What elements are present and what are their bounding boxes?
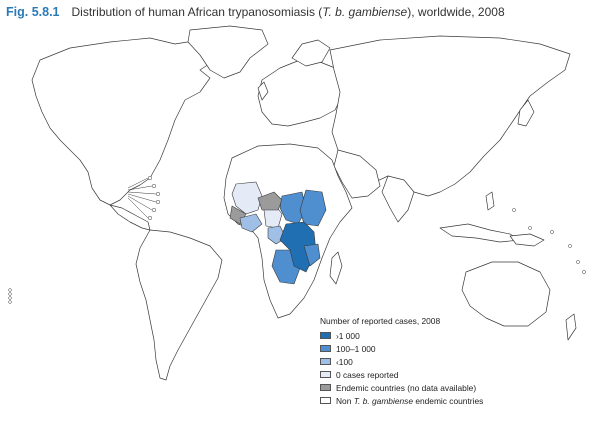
legend-label-part: endemic countries	[413, 395, 484, 406]
legend-item-under-100: ‹100	[320, 355, 483, 368]
uk	[257, 81, 269, 101]
legend-swatch	[320, 358, 331, 365]
legend-label: Non T. b. gambiense endemic countries	[336, 396, 483, 406]
legend-title: Number of reported cases, 2008	[320, 316, 441, 326]
legend-label: ‹100	[336, 356, 353, 367]
world-map	[8, 25, 586, 381]
madagascar	[329, 251, 343, 285]
figure-title: Fig. 5.8.1 Distribution of human African…	[6, 5, 505, 21]
title-part-1: Distribution of human African trypanosom…	[71, 5, 323, 19]
figure-number: Fig. 5.8.1	[6, 5, 60, 19]
central-america	[109, 204, 151, 231]
legend-label-part: Non	[336, 395, 354, 406]
scandinavia	[291, 39, 331, 67]
arabian-peninsula	[333, 149, 381, 199]
title-italic: T. b. gambiense	[322, 5, 408, 19]
australia	[461, 261, 551, 327]
legend-item-over-1000: ›1 000	[320, 329, 483, 342]
legend-label: 0 cases reported	[336, 369, 399, 380]
legend-label-italic: T. b. gambiense	[353, 395, 413, 406]
legend-item-100-1000: 100–1 000	[320, 342, 483, 355]
legend-swatch	[320, 371, 331, 378]
region-zero-cases-west	[231, 181, 263, 215]
legend-item-zero-cases: 0 cases reported	[320, 368, 483, 381]
legend-item-non-endemic: Non T. b. gambiense endemic countries	[320, 394, 483, 407]
legend-item-no-data: Endemic countries (no data available)	[320, 381, 483, 394]
region-100-1000-2	[299, 189, 327, 227]
region-over-1000	[279, 221, 317, 273]
indonesia	[439, 223, 521, 243]
title-part-2: ), worldwide, 2008	[407, 5, 505, 19]
new-zealand	[565, 313, 577, 341]
region-100-1000-4	[303, 243, 321, 267]
legend-swatch	[320, 332, 331, 339]
map-legend: Number of reported cases, 2008 ›1 000 10…	[320, 316, 483, 407]
europe	[257, 59, 346, 127]
figure-title-text: Distribution of human African trypanosom…	[72, 5, 505, 19]
new-guinea	[509, 233, 545, 247]
legend-label: ›1 000	[336, 330, 360, 341]
asia	[329, 35, 571, 197]
japan	[517, 99, 535, 127]
legend-swatch	[320, 384, 331, 391]
legend-label: Endemic countries (no data available)	[336, 382, 477, 393]
region-less-100-1	[239, 213, 263, 233]
north-america	[31, 37, 229, 206]
region-no-data-1	[257, 191, 283, 211]
legend-label: 100–1 000	[336, 343, 376, 354]
legend-swatch	[320, 397, 331, 404]
india	[381, 175, 415, 223]
south-america	[135, 229, 223, 381]
philippines	[485, 191, 495, 211]
legend-swatch	[320, 345, 331, 352]
greenland	[187, 25, 269, 79]
